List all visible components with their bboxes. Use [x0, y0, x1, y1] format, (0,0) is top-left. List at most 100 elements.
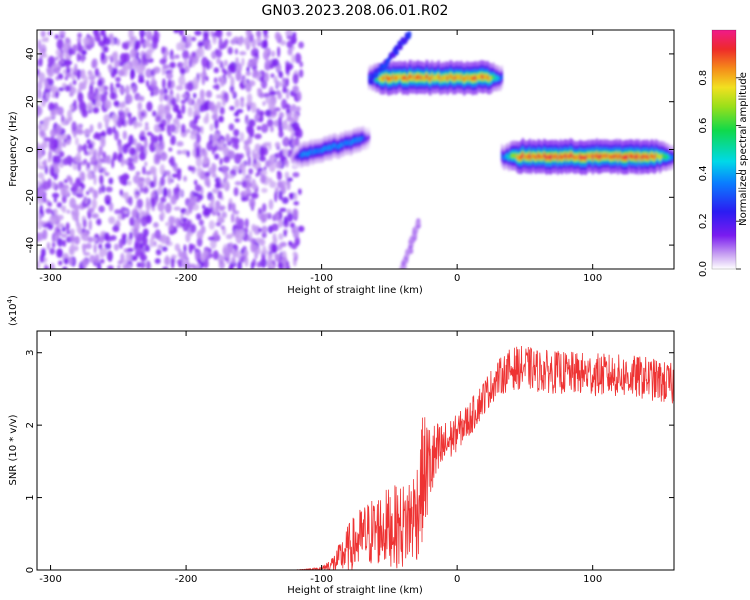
noise-speck: [243, 227, 249, 234]
noise-speck: [164, 105, 171, 116]
noise-speck: [233, 137, 238, 144]
noise-speck: [182, 222, 189, 232]
noise-speck: [297, 225, 305, 233]
y-tick-label: 40: [25, 48, 36, 61]
noise-speck: [298, 41, 304, 49]
noise-speck: [258, 92, 265, 99]
noise-speck: [268, 141, 272, 151]
band-cell: [449, 74, 452, 79]
noise-speck: [37, 68, 40, 76]
band-cell: [473, 76, 475, 81]
snr-scale-label: (x104): [6, 295, 19, 326]
noise-speck: [127, 112, 132, 118]
noise-speck: [86, 101, 94, 111]
band-cell: [387, 77, 390, 82]
noise-speck: [58, 260, 63, 266]
noise-speck: [54, 34, 59, 39]
noise-speck: [239, 51, 247, 56]
noise-speck: [37, 172, 45, 179]
band-cell: [351, 140, 354, 144]
noise-speck: [150, 191, 157, 200]
streak-cell: [394, 49, 399, 56]
noise-speck: [137, 109, 141, 120]
noise-speck: [287, 48, 293, 56]
noise-speck: [288, 240, 293, 247]
x-tick-label: -300: [39, 273, 62, 284]
band-cell: [481, 74, 484, 79]
noise-speck: [253, 158, 257, 165]
noise-speck: [39, 44, 47, 55]
band-cell: [659, 155, 662, 160]
noise-speck: [37, 199, 43, 205]
y-tick-label: 0: [25, 567, 36, 573]
band-cell: [453, 76, 456, 81]
noise-speck: [140, 130, 146, 137]
noise-speck: [193, 102, 200, 111]
noise-speck: [212, 36, 217, 45]
band-cell: [411, 76, 414, 81]
band-cell: [542, 153, 545, 158]
noise-speck: [256, 125, 262, 131]
band-cell: [563, 153, 566, 158]
noise-speck: [110, 82, 114, 93]
noise-speck: [55, 124, 62, 135]
noise-speck: [239, 131, 245, 142]
noise-speck: [269, 263, 275, 269]
noise-speck: [81, 54, 85, 64]
noise-speck: [159, 213, 163, 220]
band-cell: [464, 76, 467, 81]
band-cell: [632, 154, 635, 159]
noise-speck: [197, 41, 204, 47]
noise-speck: [234, 181, 242, 186]
band-cell: [646, 154, 649, 159]
band-cell: [653, 155, 656, 160]
noise-speck: [40, 98, 47, 108]
svg-text:(x104): (x104): [6, 295, 19, 326]
noise-speck: [282, 120, 288, 130]
noise-speck: [150, 197, 156, 208]
noise-speck: [81, 50, 87, 56]
noise-speck: [103, 90, 108, 96]
band-cell: [580, 155, 583, 161]
noise-speck: [196, 236, 203, 247]
noise-speck: [241, 57, 245, 67]
noise-speck: [98, 40, 106, 47]
band-cell: [401, 76, 404, 81]
noise-speck: [278, 70, 283, 79]
noise-speck: [117, 260, 123, 265]
band-cell: [394, 76, 397, 81]
noise-speck: [62, 239, 67, 247]
noise-speck: [169, 61, 176, 69]
band-cell: [407, 76, 410, 81]
noise-speck: [298, 69, 304, 78]
band-cell: [549, 155, 552, 160]
noise-speck: [237, 218, 245, 230]
noise-speck: [194, 30, 202, 36]
noise-speck: [103, 232, 110, 241]
noise-speck: [67, 109, 73, 120]
noise-speck: [68, 47, 74, 56]
band-cell: [524, 155, 527, 160]
band-cell: [635, 153, 638, 159]
band-cell: [545, 155, 548, 160]
noise-speck: [112, 225, 120, 233]
band-cell: [408, 74, 411, 79]
band-cell: [650, 153, 653, 158]
noise-speck: [176, 170, 182, 181]
noise-speck: [155, 146, 163, 156]
noise-speck: [297, 188, 302, 195]
band-cell: [516, 155, 519, 160]
noise-speck: [270, 73, 275, 78]
noise-speck: [216, 57, 221, 65]
spectrogram-texture: [37, 30, 674, 269]
noise-speck: [88, 187, 95, 194]
band-cell: [429, 77, 432, 82]
band-cell: [431, 74, 433, 79]
noise-speck: [291, 242, 298, 250]
noise-speck: [210, 199, 215, 207]
noise-speck: [285, 66, 290, 75]
noise-speck: [191, 51, 197, 58]
noise-speck: [183, 244, 187, 253]
noise-speck: [150, 168, 156, 173]
